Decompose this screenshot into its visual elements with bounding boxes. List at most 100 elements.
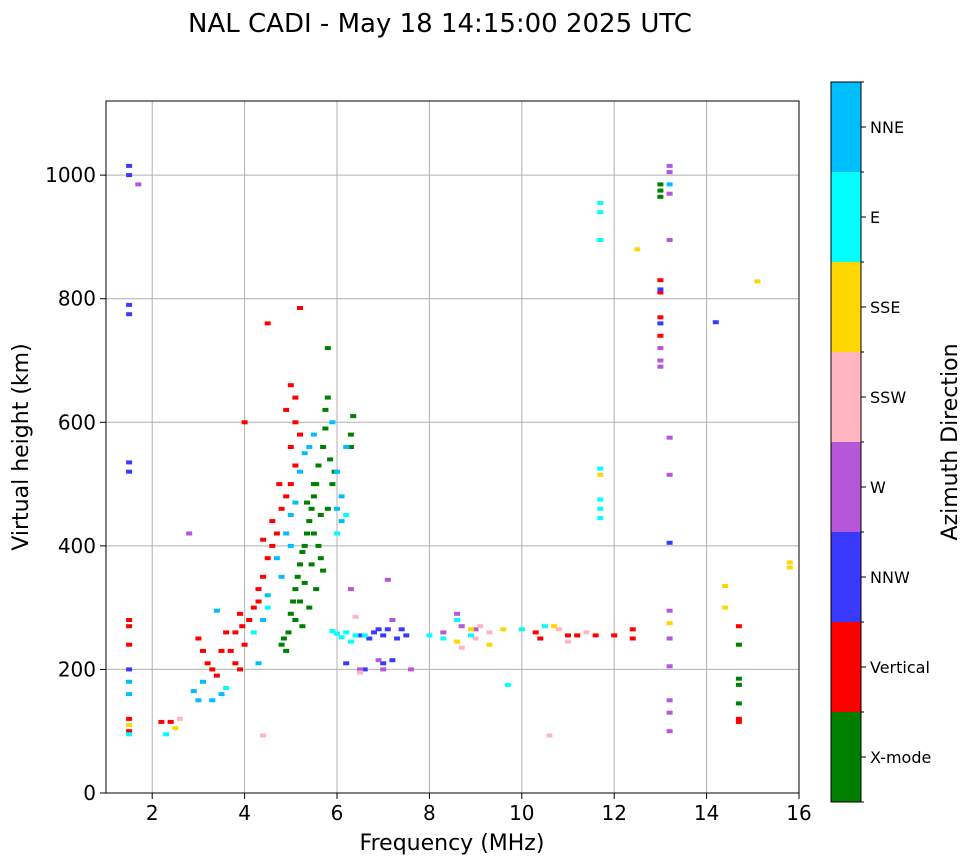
colorbar-segment bbox=[831, 712, 861, 802]
data-point-x-mode bbox=[329, 482, 336, 487]
data-point-e bbox=[163, 732, 170, 737]
data-point-x-mode bbox=[297, 599, 303, 604]
colorbar-label: SSE bbox=[870, 298, 900, 317]
data-point-w bbox=[657, 364, 664, 369]
data-point-vertical bbox=[287, 383, 294, 388]
data-point-nnw bbox=[380, 661, 387, 666]
data-point-nne bbox=[334, 469, 340, 474]
data-point-e bbox=[223, 686, 230, 690]
data-point-w bbox=[666, 170, 673, 175]
data-point-vertical bbox=[250, 605, 257, 610]
data-point-ssw bbox=[458, 645, 465, 650]
y-tick-label: 600 bbox=[58, 410, 96, 434]
data-point-w bbox=[472, 627, 479, 632]
data-point-ssw bbox=[472, 636, 479, 641]
colorbar-segment bbox=[831, 82, 861, 172]
data-point-x-mode bbox=[310, 494, 317, 499]
data-point-vertical bbox=[204, 661, 211, 666]
data-point-ssw bbox=[565, 639, 571, 644]
data-point-nnw bbox=[666, 540, 673, 545]
data-point-vertical bbox=[232, 630, 239, 635]
data-point-x-mode bbox=[324, 506, 331, 511]
data-point-x-mode bbox=[287, 611, 294, 616]
data-point-e bbox=[504, 682, 511, 687]
data-point-w bbox=[666, 238, 673, 242]
data-point-x-mode bbox=[317, 556, 324, 561]
data-point-ssw bbox=[352, 614, 359, 619]
colorbar-label: W bbox=[870, 478, 886, 497]
data-point-vertical bbox=[276, 482, 283, 487]
data-point-ssw bbox=[260, 733, 267, 738]
data-point-w bbox=[666, 191, 673, 196]
data-point-w bbox=[458, 624, 465, 629]
data-point-sse bbox=[786, 560, 793, 565]
data-point-sse bbox=[754, 279, 761, 284]
data-point-e bbox=[343, 513, 350, 517]
data-point-nne bbox=[343, 445, 350, 449]
data-point-vertical bbox=[287, 482, 294, 487]
data-point-x-mode bbox=[283, 648, 290, 653]
data-point-e bbox=[334, 531, 340, 536]
data-point-vertical bbox=[269, 543, 276, 548]
data-point-x-mode bbox=[304, 500, 310, 505]
data-point-vertical bbox=[657, 290, 664, 295]
data-point-vertical bbox=[126, 624, 133, 629]
data-point-ssw bbox=[477, 624, 484, 629]
data-point-x-mode bbox=[350, 414, 357, 419]
data-point-x-mode bbox=[322, 426, 329, 431]
data-point-nne bbox=[273, 556, 280, 561]
data-point-e bbox=[597, 210, 604, 215]
colorbar-segment bbox=[831, 262, 861, 352]
data-point-vertical bbox=[292, 420, 299, 425]
data-point-nnw bbox=[371, 630, 377, 635]
data-point-x-mode bbox=[306, 605, 313, 610]
data-point-nnw bbox=[366, 636, 373, 641]
x-tick-label: 4 bbox=[238, 801, 251, 825]
data-point-vertical bbox=[200, 648, 206, 653]
data-point-vertical bbox=[126, 618, 133, 622]
plot-points bbox=[126, 163, 793, 738]
data-point-nne bbox=[213, 608, 220, 613]
data-point-x-mode bbox=[320, 445, 327, 449]
data-point-nne bbox=[126, 679, 133, 684]
data-point-vertical bbox=[209, 667, 216, 672]
data-point-sse bbox=[454, 639, 461, 644]
data-point-x-mode bbox=[306, 519, 313, 524]
data-point-nnw bbox=[375, 627, 382, 632]
data-point-e bbox=[518, 627, 525, 632]
data-point-vertical bbox=[278, 506, 285, 511]
data-point-sse bbox=[666, 621, 673, 626]
data-point-vertical bbox=[260, 537, 267, 542]
data-point-vertical bbox=[283, 407, 290, 412]
data-point-x-mode bbox=[280, 636, 287, 641]
data-point-nnw bbox=[384, 627, 391, 632]
data-point-vertical bbox=[237, 667, 243, 672]
data-point-nnw bbox=[126, 302, 133, 307]
data-point-e bbox=[597, 516, 604, 521]
data-point-w bbox=[407, 667, 414, 672]
data-point-vertical bbox=[735, 624, 742, 629]
data-point-vertical bbox=[213, 673, 220, 678]
data-point-x-mode bbox=[310, 531, 317, 536]
y-tick-label: 800 bbox=[58, 287, 96, 311]
data-point-vertical bbox=[126, 716, 133, 721]
data-point-nnw bbox=[361, 667, 368, 672]
data-point-x-mode bbox=[735, 642, 742, 647]
data-point-ssw bbox=[357, 670, 364, 675]
data-point-w bbox=[666, 729, 673, 734]
data-point-vertical bbox=[195, 636, 202, 641]
data-point-vertical bbox=[273, 531, 280, 536]
data-point-sse bbox=[597, 472, 604, 477]
data-point-e bbox=[454, 618, 461, 622]
colorbar-segment bbox=[831, 622, 861, 712]
x-tick-label: 8 bbox=[423, 801, 436, 825]
colorbar-label: NNE bbox=[870, 118, 904, 137]
data-point-vertical bbox=[592, 633, 599, 638]
data-point-nnw bbox=[389, 658, 396, 663]
data-point-vertical bbox=[218, 648, 225, 653]
data-point-sse bbox=[786, 565, 793, 570]
data-point-ssw bbox=[486, 630, 493, 635]
data-point-x-mode bbox=[657, 194, 664, 199]
data-point-w bbox=[380, 667, 387, 672]
x-tick-label: 16 bbox=[786, 801, 811, 825]
